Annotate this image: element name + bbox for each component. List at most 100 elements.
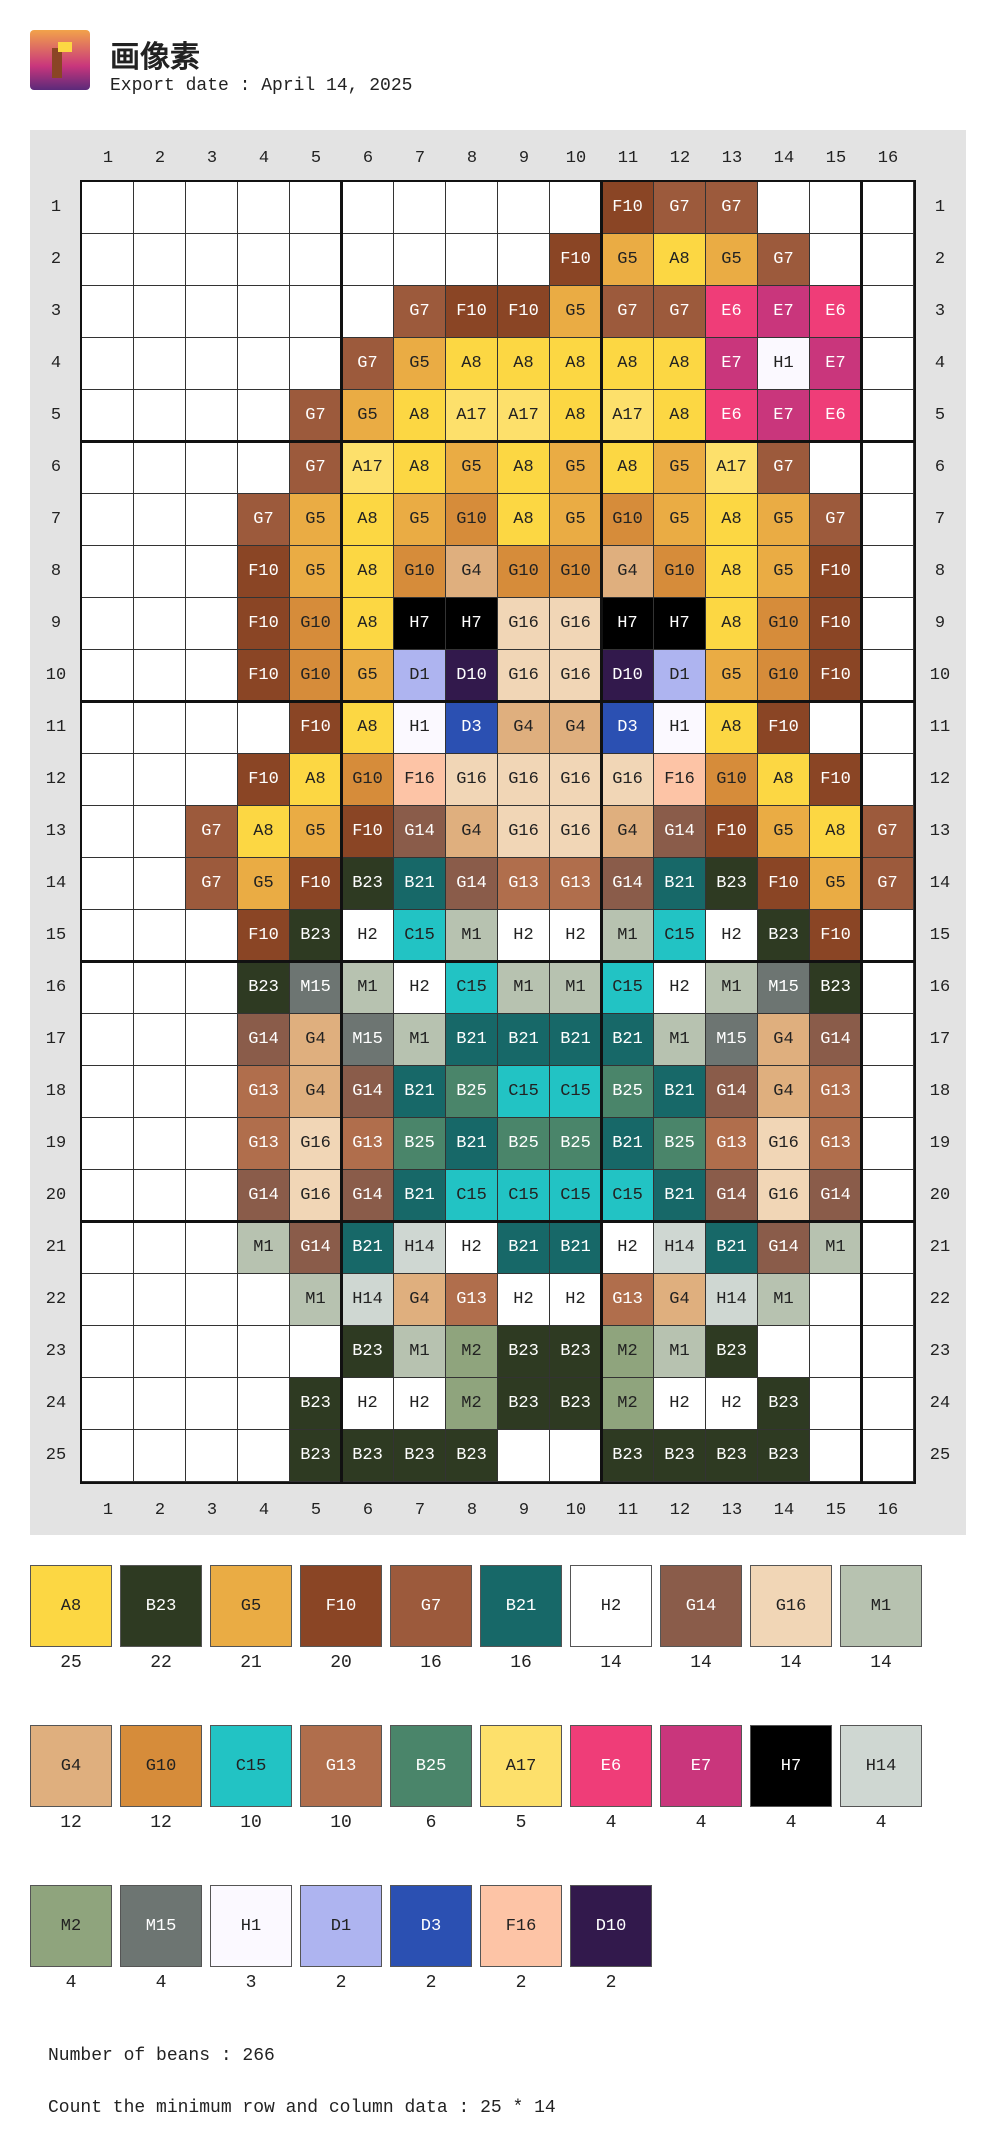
bead-cell: B23	[706, 858, 758, 910]
bead-cell: G5	[654, 494, 706, 546]
bead-cell: B23	[498, 1378, 550, 1430]
bead-cell: M2	[602, 1378, 654, 1430]
column-label: 15	[825, 1501, 847, 1520]
bead-cell: G16	[498, 806, 550, 858]
row-label: 6	[50, 458, 62, 477]
bead-cell: H7	[654, 598, 706, 650]
row-label: 19	[929, 1134, 951, 1153]
empty-cell	[238, 1430, 290, 1482]
empty-cell	[186, 1066, 238, 1118]
row-label: 9	[934, 614, 946, 633]
empty-cell	[186, 286, 238, 338]
major-line	[860, 182, 863, 1482]
empty-cell	[82, 494, 134, 546]
empty-cell	[186, 546, 238, 598]
bead-cell: H2	[342, 910, 394, 962]
bead-cell: C15	[498, 1170, 550, 1222]
empty-cell	[82, 1066, 134, 1118]
app-icon	[30, 30, 90, 90]
bead-cell: G14	[290, 1222, 342, 1274]
bead-cell: F10	[238, 910, 290, 962]
bead-cell: G14	[810, 1170, 862, 1222]
bead-cell: G10	[550, 546, 602, 598]
bead-cell: A8	[446, 338, 498, 390]
empty-cell	[82, 1222, 134, 1274]
bead-cell: F10	[238, 598, 290, 650]
bead-cell: M1	[290, 1274, 342, 1326]
row-label: 20	[45, 1186, 67, 1205]
empty-cell	[134, 598, 186, 650]
column-label: 10	[565, 149, 587, 168]
export-date: Export date : April 14, 2025	[110, 76, 413, 96]
bead-cell: C15	[550, 1066, 602, 1118]
empty-cell	[862, 546, 914, 598]
row-label: 5	[50, 406, 62, 425]
swatch-count: 4	[875, 1813, 887, 1833]
bead-cell: G14	[394, 806, 446, 858]
bead-cell: A8	[498, 338, 550, 390]
row-label: 16	[45, 978, 67, 997]
bead-cell: H1	[654, 702, 706, 754]
column-label: 4	[258, 1501, 270, 1520]
row-label: 1	[50, 198, 62, 217]
column-label: 16	[877, 1501, 899, 1520]
empty-cell	[82, 962, 134, 1014]
row-label: 15	[929, 926, 951, 945]
empty-cell	[134, 1118, 186, 1170]
bead-cell: H2	[654, 1378, 706, 1430]
bead-cell: F10	[550, 234, 602, 286]
bead-cell: F10	[758, 858, 810, 910]
empty-cell	[134, 546, 186, 598]
bead-cell: B25	[550, 1118, 602, 1170]
major-line	[340, 182, 343, 1482]
row-label: 12	[45, 770, 67, 789]
empty-cell	[498, 234, 550, 286]
column-label: 13	[721, 149, 743, 168]
swatch-count: 5	[515, 1813, 527, 1833]
bead-cell: F10	[342, 806, 394, 858]
bead-cell: G16	[758, 1118, 810, 1170]
bead-cell: E7	[758, 286, 810, 338]
empty-cell	[862, 182, 914, 234]
bead-cell: G7	[758, 234, 810, 286]
bead-cell: F10	[706, 806, 758, 858]
bead-cell: B23	[550, 1326, 602, 1378]
bead-cell: G10	[394, 546, 446, 598]
column-label: 9	[518, 149, 530, 168]
row-label: 22	[929, 1290, 951, 1309]
bead-cell: G7	[654, 286, 706, 338]
bead-cell: G7	[810, 494, 862, 546]
bead-cell: A8	[394, 390, 446, 442]
empty-cell	[186, 234, 238, 286]
bead-cell: F10	[810, 910, 862, 962]
bead-cell: G13	[498, 858, 550, 910]
bead-cell: G4	[446, 806, 498, 858]
column-label: 8	[466, 1501, 478, 1520]
bead-cell: B21	[498, 1222, 550, 1274]
empty-cell	[134, 1274, 186, 1326]
bead-cell: H14	[342, 1274, 394, 1326]
bead-cell: A17	[602, 390, 654, 442]
column-label: 3	[206, 1501, 218, 1520]
swatch-count: 2	[425, 1973, 437, 1993]
row-label: 13	[929, 822, 951, 841]
row-label: 10	[929, 666, 951, 685]
major-line	[600, 182, 603, 1482]
bead-cell: H2	[706, 1378, 758, 1430]
swatch: H7	[750, 1725, 832, 1807]
row-label: 7	[50, 510, 62, 529]
row-label: 13	[45, 822, 67, 841]
row-label: 1	[934, 198, 946, 217]
bead-cell: A8	[654, 390, 706, 442]
bead-cell: G5	[550, 286, 602, 338]
bead-cell: D10	[602, 650, 654, 702]
bead-cell: A8	[602, 338, 654, 390]
row-label: 17	[929, 1030, 951, 1049]
empty-cell	[862, 1430, 914, 1482]
column-label: 14	[773, 1501, 795, 1520]
bead-cell: G16	[446, 754, 498, 806]
row-label: 18	[45, 1082, 67, 1101]
empty-cell	[134, 702, 186, 754]
bead-cell: F10	[498, 286, 550, 338]
